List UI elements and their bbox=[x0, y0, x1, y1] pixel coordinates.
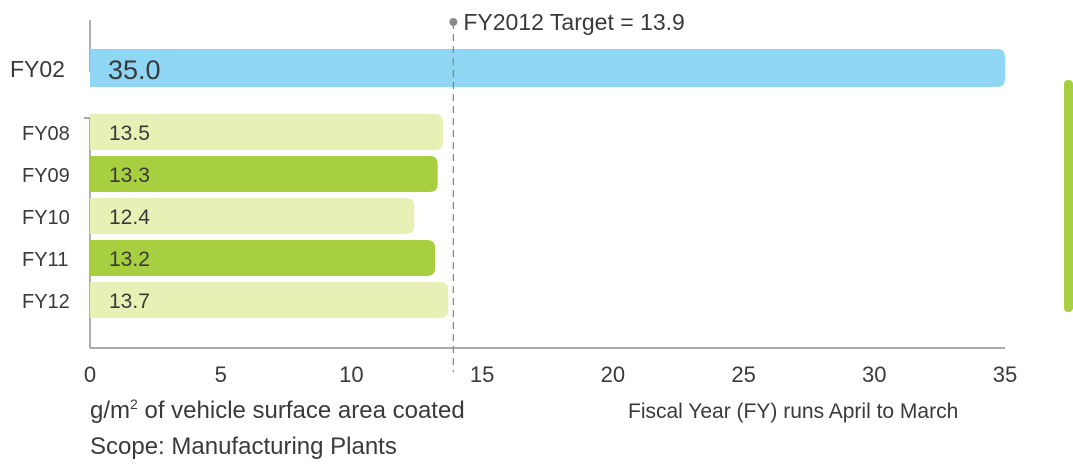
x-axis-ticks: 0 5 10 15 20 25 30 35 bbox=[84, 362, 1017, 387]
data-label: 13.7 bbox=[109, 290, 150, 313]
x-tick-label: 10 bbox=[339, 362, 363, 387]
scope-label: Scope: Manufacturing Plants bbox=[90, 433, 397, 460]
bar-fy10 bbox=[90, 198, 415, 234]
x-tick-label: 5 bbox=[215, 362, 227, 387]
data-label: 13.5 bbox=[109, 122, 150, 145]
category-label: FY12 bbox=[22, 291, 70, 313]
chart-bars: FY02 35.0 FY08 13.5 FY09 13.3 FY10 12.4 FY11 13.2… bbox=[10, 49, 1005, 318]
target-marker bbox=[449, 18, 458, 26]
bar-fy11 bbox=[90, 240, 436, 276]
category-label: FY11 bbox=[22, 249, 68, 271]
category-label: FY02 bbox=[10, 56, 65, 82]
bar-fy12 bbox=[90, 282, 449, 318]
x-tick-label: 0 bbox=[84, 362, 96, 387]
unit-prefix: g/m bbox=[90, 397, 131, 424]
data-label: 13.3 bbox=[109, 164, 150, 187]
data-label: 13.2 bbox=[109, 248, 150, 271]
fiscal-year-note: Fiscal Year (FY) runs April to March bbox=[628, 400, 959, 423]
unit-label: g/m2 of vehicle surface area coated bbox=[90, 397, 465, 425]
x-tick-label: 30 bbox=[862, 362, 886, 387]
category-label: FY09 bbox=[22, 165, 70, 187]
category-label: FY08 bbox=[22, 123, 70, 145]
unit-suffix: of vehicle surface area coated bbox=[137, 397, 465, 424]
category-label: FY10 bbox=[22, 207, 70, 229]
x-tick-label: 15 bbox=[470, 362, 494, 387]
y-axis-bracket-bottom bbox=[84, 117, 91, 348]
bar-baseline bbox=[90, 49, 1005, 87]
x-tick-label: 20 bbox=[601, 362, 625, 387]
target-line-group: FY2012 Target = 13.9 bbox=[449, 9, 685, 372]
unit-superscript: 2 bbox=[130, 396, 138, 412]
target-label: FY2012 Target = 13.9 bbox=[463, 9, 684, 35]
x-tick-label: 25 bbox=[731, 362, 755, 387]
bar-fy08 bbox=[90, 114, 443, 150]
bar-fy09 bbox=[90, 156, 438, 192]
data-label: 35.0 bbox=[108, 55, 161, 85]
x-tick-label: 35 bbox=[993, 362, 1017, 387]
side-accent-bar bbox=[1064, 80, 1073, 312]
data-label: 12.4 bbox=[109, 206, 150, 229]
